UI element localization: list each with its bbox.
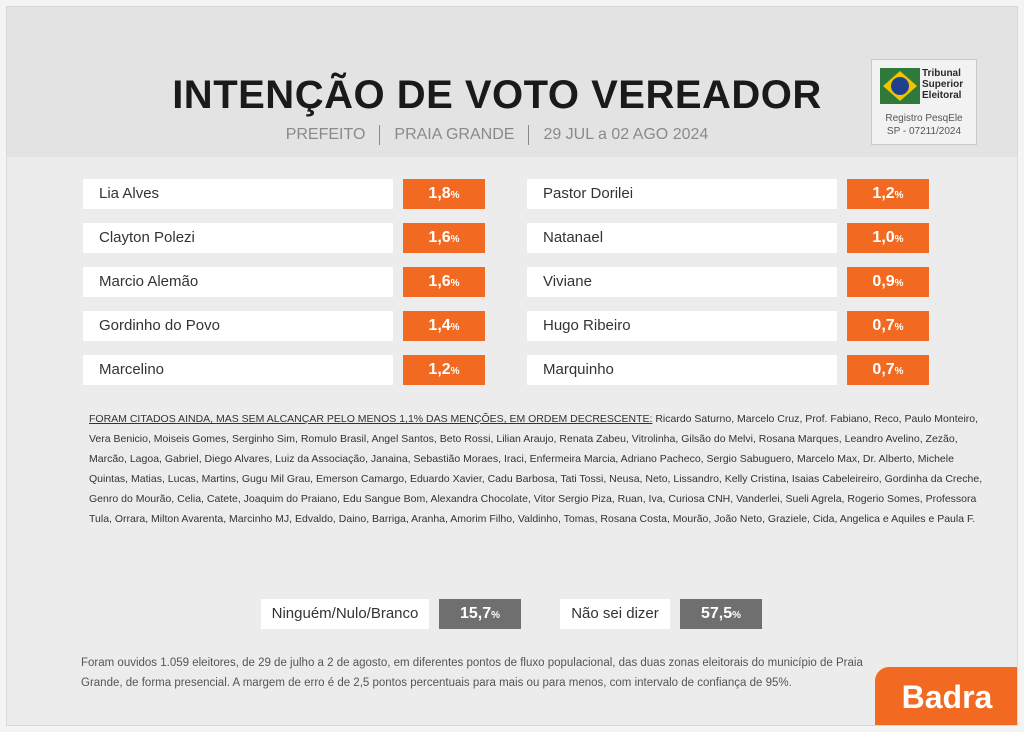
other-candidates-note: FORAM CITADOS AINDA, MAS SEM ALCANÇAR PE… (89, 409, 989, 529)
registration-number: Registro PesqEle SP - 07211/2024 (885, 113, 963, 137)
subtitle: PREFEITO PRAIA GRANDE 29 JUL a 02 AGO 2024 (7, 125, 987, 145)
candidate-name: Viviane (527, 267, 837, 297)
value-number: 0,7 (872, 361, 895, 378)
note-lead: FORAM CITADOS AINDA, MAS SEM ALCANÇAR PE… (89, 413, 653, 425)
percent-sign: % (894, 322, 904, 333)
candidate-name: Marquinho (527, 355, 837, 385)
value-number: 15,7 (459, 605, 492, 622)
candidate-value: 1,2% (403, 355, 485, 385)
summary-label: Ninguém/Nulo/Branco (261, 599, 429, 629)
value-number: 1,2 (428, 361, 451, 378)
value-number: 0,9 (872, 273, 895, 290)
subtitle-dates: 29 JUL a 02 AGO 2024 (543, 126, 709, 144)
summary-label: Não sei dizer (560, 599, 670, 629)
candidate-value: 1,8% (403, 179, 485, 209)
tse-name: Tribunal Superior Eleitoral (922, 68, 964, 101)
candidate-value: 0,7% (847, 311, 929, 341)
value-number: 1,4 (428, 317, 451, 334)
value-number: 0,7 (872, 317, 895, 334)
summary-value: 57,5% (680, 599, 762, 629)
divider (379, 125, 381, 145)
percent-sign: % (491, 610, 501, 621)
candidate-value: 0,9% (847, 267, 929, 297)
candidate-value: 1,4% (403, 311, 485, 341)
candidate-name: Marcelino (83, 355, 393, 385)
tse-registration-seal: Tribunal Superior Eleitoral Registro Pes… (871, 59, 977, 145)
percent-sign: % (450, 322, 460, 333)
candidate-name: Natanael (527, 223, 837, 253)
value-number: 1,6 (428, 229, 451, 246)
subtitle-city: PRAIA GRANDE (394, 126, 515, 144)
methodology-footer: Foram ouvidos 1.059 eleitores, de 29 de … (81, 657, 863, 689)
candidate-value: 1,2% (847, 179, 929, 209)
tse-logo-icon (880, 68, 920, 104)
note-text: Ricardo Saturno, Marcelo Cruz, Prof. Fab… (89, 413, 983, 525)
percent-sign: % (450, 190, 460, 201)
percent-sign: % (894, 278, 904, 289)
brand-logo: Badra (875, 667, 1017, 725)
candidate-value: 1,6% (403, 267, 485, 297)
candidate-name: Hugo Ribeiro (527, 311, 837, 341)
page-title: INTENÇÃO DE VOTO VEREADOR (172, 73, 822, 117)
summary-value: 15,7% (439, 599, 521, 629)
candidate-name: Clayton Polezi (83, 223, 393, 253)
value-number: 1,8 (428, 185, 451, 202)
divider (528, 125, 530, 145)
candidate-name: Lia Alves (83, 179, 393, 209)
candidate-name: Pastor Dorilei (527, 179, 837, 209)
subtitle-office: PREFEITO (285, 126, 366, 144)
percent-sign: % (894, 234, 904, 245)
percent-sign: % (450, 234, 460, 245)
candidate-value: 1,6% (403, 223, 485, 253)
header: INTENÇÃO DE VOTO VEREADOR PREFEITO PRAIA … (7, 7, 1017, 157)
value-number: 1,2 (872, 185, 895, 202)
candidate-name: Marcio Alemão (83, 267, 393, 297)
value-number: 57,5 (700, 605, 733, 622)
poll-card: INTENÇÃO DE VOTO VEREADOR PREFEITO PRAIA … (6, 6, 1018, 726)
percent-sign: % (732, 610, 742, 621)
percent-sign: % (450, 278, 460, 289)
value-number: 1,6 (428, 273, 451, 290)
value-number: 1,0 (872, 229, 895, 246)
candidate-value: 0,7% (847, 355, 929, 385)
percent-sign: % (894, 366, 904, 377)
percent-sign: % (450, 366, 460, 377)
candidate-name: Gordinho do Povo (83, 311, 393, 341)
percent-sign: % (894, 190, 904, 201)
candidate-value: 1,0% (847, 223, 929, 253)
